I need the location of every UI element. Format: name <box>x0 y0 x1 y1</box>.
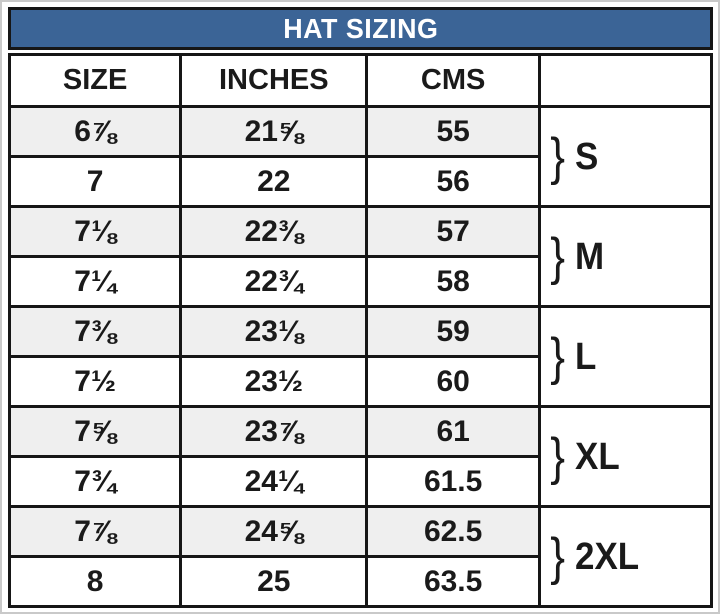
inches-cell: 21⅝ <box>179 105 369 158</box>
cms-cell: 56 <box>365 155 541 208</box>
sizing-table-body: 6⅞ 21⅝ 55} S 7 22 56 7⅛ 22⅜ 57} M 7¼ 22¾ 58 7⅜ 23⅛ 59} L 7… <box>7 105 714 608</box>
group-size-label: XL <box>575 435 621 478</box>
cms-cell: 63.5 <box>365 555 541 608</box>
size-cell: 8 <box>7 555 183 608</box>
brace-glyph: } <box>550 127 566 186</box>
table-row: 7 22 56 <box>7 155 712 208</box>
size-cell: 7 <box>7 155 183 208</box>
inches-cell: 24⅝ <box>179 505 369 558</box>
table-row: 7¼ 22¾ 58 <box>7 255 712 308</box>
group-size-label: S <box>575 135 599 178</box>
size-cell: 6⅞ <box>7 105 183 158</box>
column-header-cms: CMS <box>365 53 541 108</box>
column-header-inches: INCHES <box>179 53 369 108</box>
cms-cell: 60 <box>365 355 541 408</box>
inches-cell: 22⅜ <box>179 205 369 258</box>
cms-cell: 61.5 <box>365 455 541 508</box>
group-size-label: L <box>575 335 597 378</box>
inches-cell: 23⅛ <box>179 305 369 358</box>
table-row: 7⅝ 23⅞ 61} XL <box>7 405 714 508</box>
cms-cell: 62.5 <box>365 505 541 558</box>
inches-cell: 23⅞ <box>179 405 369 458</box>
size-cell: 7⅝ <box>7 405 183 458</box>
group-cell: } M <box>537 205 714 308</box>
table-row: 7⅞ 24⅝ 62.5} 2XL <box>7 505 714 608</box>
column-header-group <box>537 53 714 108</box>
group-size-label: 2XL <box>575 535 640 578</box>
cms-cell: 61 <box>365 405 541 458</box>
table-row: 7¾ 24¼ 61.5 <box>7 455 712 508</box>
size-cell: 7⅞ <box>7 505 183 558</box>
brace-glyph: } <box>550 227 566 286</box>
chart-title-bar: HAT SIZING <box>8 7 713 50</box>
table-header-row: SIZE INCHES CMS <box>7 53 714 108</box>
inches-cell: 24¼ <box>179 455 369 508</box>
group-cell: } 2XL <box>537 505 714 608</box>
group-cell: } L <box>537 305 714 408</box>
cms-cell: 57 <box>365 205 541 258</box>
cms-cell: 55 <box>365 105 541 158</box>
chart-title: HAT SIZING <box>282 12 439 44</box>
group-cell: } S <box>537 105 714 208</box>
table-row: 7⅛ 22⅜ 57} M <box>7 205 714 308</box>
size-cell: 7¾ <box>7 455 183 508</box>
cms-cell: 59 <box>365 305 541 358</box>
brace-glyph: } <box>550 527 566 586</box>
group-cell: } XL <box>537 405 714 508</box>
inches-cell: 23½ <box>179 355 369 408</box>
size-cell: 7¼ <box>7 255 183 308</box>
column-header-size: SIZE <box>7 53 183 108</box>
table-row: 7⅜ 23⅛ 59} L <box>7 305 714 408</box>
sizing-table: SIZE INCHES CMS 6⅞ 21⅝ 55} S 7 22 56 7⅛ 22⅜ 57} M 7… <box>7 53 714 608</box>
inches-cell: 25 <box>179 555 369 608</box>
cms-cell: 58 <box>365 255 541 308</box>
table-row: 6⅞ 21⅝ 55} S <box>7 105 714 208</box>
table-row: 7½ 23½ 60 <box>7 355 712 408</box>
brace-glyph: } <box>550 427 566 486</box>
brace-glyph: } <box>550 327 566 386</box>
size-cell: 7½ <box>7 355 183 408</box>
table-row: 8 25 63.5 <box>7 555 712 608</box>
group-size-label: M <box>575 235 605 278</box>
size-cell: 7⅜ <box>7 305 183 358</box>
size-cell: 7⅛ <box>7 205 183 258</box>
inches-cell: 22 <box>179 155 369 208</box>
inches-cell: 22¾ <box>179 255 369 308</box>
